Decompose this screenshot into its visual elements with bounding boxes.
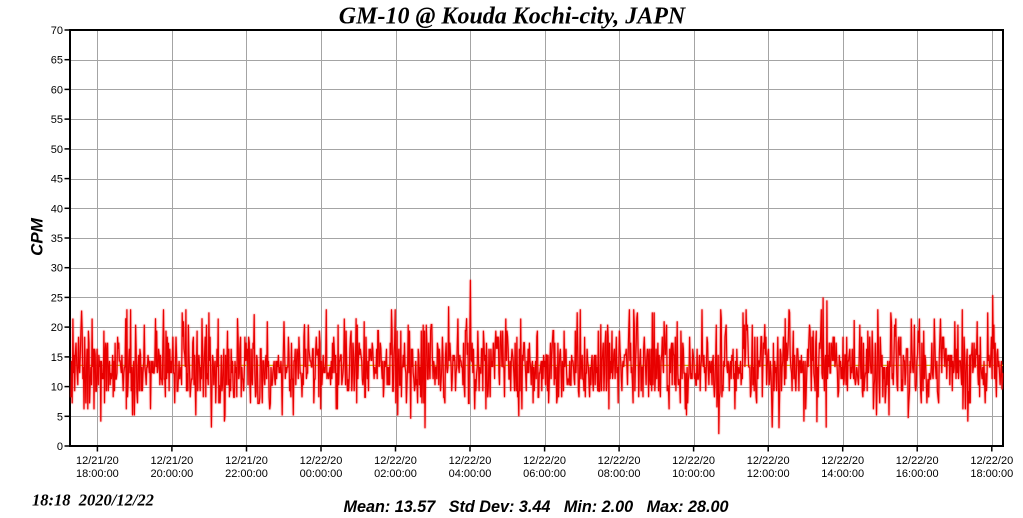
svg-text:12/22/20: 12/22/20 bbox=[970, 455, 1013, 467]
svg-text:20:00:00: 20:00:00 bbox=[150, 468, 193, 480]
svg-text:70: 70 bbox=[51, 25, 63, 37]
svg-text:55: 55 bbox=[51, 114, 63, 126]
svg-text:12/22/20: 12/22/20 bbox=[747, 455, 790, 467]
svg-text:08:00:00: 08:00:00 bbox=[598, 468, 641, 480]
svg-text:12/22/20: 12/22/20 bbox=[523, 455, 566, 467]
svg-text:5: 5 bbox=[57, 411, 63, 423]
svg-text:12/22/20: 12/22/20 bbox=[374, 455, 417, 467]
svg-text:12/22/20: 12/22/20 bbox=[672, 455, 715, 467]
svg-text:10:00:00: 10:00:00 bbox=[672, 468, 715, 480]
svg-text:50: 50 bbox=[51, 144, 63, 156]
svg-text:18:00:00: 18:00:00 bbox=[76, 468, 119, 480]
svg-text:10: 10 bbox=[51, 382, 63, 394]
svg-text:12/22/20: 12/22/20 bbox=[300, 455, 343, 467]
svg-text:35: 35 bbox=[51, 233, 63, 245]
svg-text:06:00:00: 06:00:00 bbox=[523, 468, 566, 480]
svg-text:65: 65 bbox=[51, 55, 63, 67]
svg-text:02:00:00: 02:00:00 bbox=[374, 468, 417, 480]
svg-text:12/21/20: 12/21/20 bbox=[225, 455, 268, 467]
svg-text:12/22/20: 12/22/20 bbox=[821, 455, 864, 467]
svg-text:30: 30 bbox=[51, 263, 63, 275]
svg-text:12/21/20: 12/21/20 bbox=[150, 455, 193, 467]
svg-text:22:00:00: 22:00:00 bbox=[225, 468, 268, 480]
svg-text:25: 25 bbox=[51, 292, 63, 304]
svg-text:60: 60 bbox=[51, 84, 63, 96]
svg-text:18:00:00: 18:00:00 bbox=[970, 468, 1013, 480]
svg-text:14:00:00: 14:00:00 bbox=[821, 468, 864, 480]
svg-text:20: 20 bbox=[51, 322, 63, 334]
svg-text:40: 40 bbox=[51, 203, 63, 215]
svg-text:18:18 2020/12/22: 18:18 2020/12/22 bbox=[32, 491, 154, 510]
svg-text:00:00:00: 00:00:00 bbox=[300, 468, 343, 480]
svg-text:Mean: 13.57 Std Dev: 3.44: Mean: 13.57 Std Dev: 3.44 Min: 2.00 Max:… bbox=[343, 498, 728, 516]
svg-text:45: 45 bbox=[51, 174, 63, 186]
svg-text:15: 15 bbox=[51, 352, 63, 364]
svg-text:12:00:00: 12:00:00 bbox=[747, 468, 790, 480]
svg-text:12/22/20: 12/22/20 bbox=[598, 455, 641, 467]
svg-text:12/22/20: 12/22/20 bbox=[449, 455, 492, 467]
svg-text:04:00:00: 04:00:00 bbox=[449, 468, 492, 480]
svg-text:CPM: CPM bbox=[28, 217, 47, 256]
svg-text:12/22/20: 12/22/20 bbox=[896, 455, 939, 467]
svg-text:0: 0 bbox=[57, 441, 63, 453]
svg-text:12/21/20: 12/21/20 bbox=[76, 455, 119, 467]
svg-text:GM-10 @ Kouda Kochi-city, JAPN: GM-10 @ Kouda Kochi-city, JAPN bbox=[339, 4, 687, 30]
svg-text:16:00:00: 16:00:00 bbox=[896, 468, 939, 480]
